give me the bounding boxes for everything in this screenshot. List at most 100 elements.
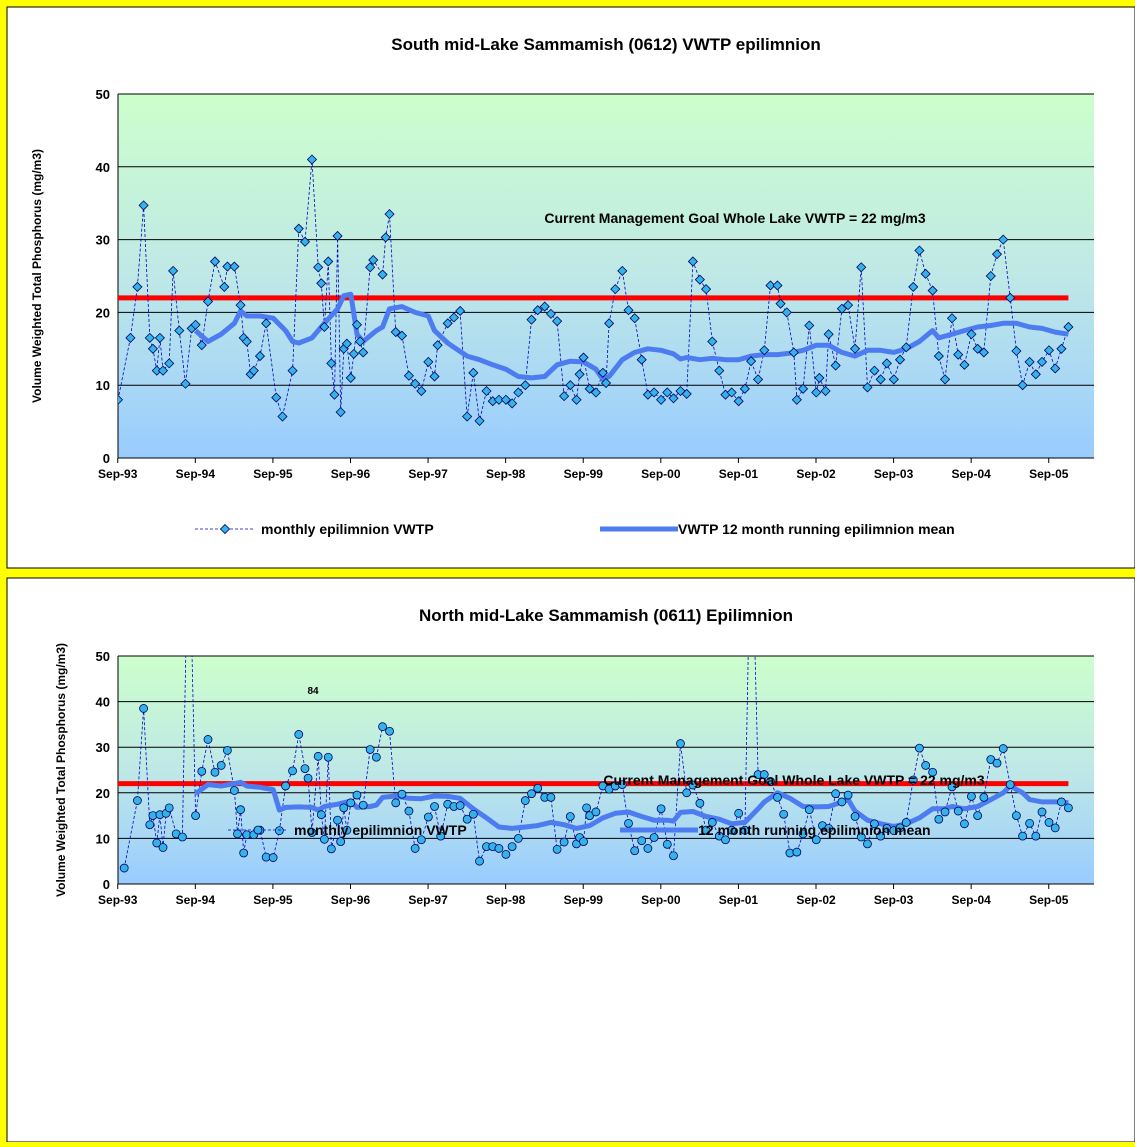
legend: monthly epilimnion VWTP 12 month running … [228, 822, 931, 838]
data-point [164, 358, 175, 369]
data-point [582, 803, 592, 813]
data-point [773, 792, 782, 802]
data-point [397, 789, 407, 799]
plot-area [118, 94, 1094, 458]
data-point [565, 380, 576, 391]
data-point [856, 262, 867, 273]
data-point [119, 863, 129, 873]
data-point [241, 336, 252, 347]
y-tick-label: 50 [96, 649, 110, 664]
y-tick-label: 0 [103, 451, 110, 466]
data-point [610, 284, 621, 295]
data-point [384, 209, 395, 220]
data-point [1050, 823, 1060, 833]
data-point [430, 802, 439, 811]
data-point [820, 385, 831, 397]
data-point [132, 281, 143, 292]
data-point [345, 372, 356, 383]
data-point [688, 780, 698, 790]
data-point [1037, 807, 1047, 817]
data-point [323, 256, 334, 267]
data-point [565, 812, 575, 821]
data-point [856, 832, 866, 842]
data-point [378, 722, 387, 732]
data-point [701, 825, 711, 835]
y-tick-label: 30 [96, 233, 110, 248]
running-mean-line [194, 779, 1069, 831]
data-point [842, 300, 854, 311]
data-point [545, 308, 556, 319]
data-point [152, 838, 162, 848]
data-point [662, 839, 672, 849]
data-point [624, 818, 633, 828]
data-point [138, 200, 149, 211]
data-point [316, 810, 326, 820]
data-point [740, 825, 750, 835]
data-point [429, 371, 440, 382]
data-point [293, 223, 304, 234]
data-point [174, 325, 185, 336]
data-point [274, 826, 284, 836]
data-point [348, 348, 359, 359]
data-point [222, 261, 233, 272]
data-point [998, 744, 1008, 753]
data-point [831, 789, 841, 799]
data-point [144, 332, 155, 343]
data-point [329, 389, 340, 400]
data-point [307, 828, 317, 837]
data-point [1005, 292, 1016, 303]
data-point [617, 780, 627, 789]
data-point [600, 377, 612, 389]
data-point [219, 281, 230, 292]
data-point [636, 354, 647, 365]
data-point [604, 318, 615, 329]
y-axis-label: Volume Weighted Total Phosphorus (mg/m3) [54, 643, 68, 897]
x-tick-label: Sep-04 [951, 467, 991, 481]
data-point [436, 831, 446, 841]
data-point [507, 842, 517, 852]
data-point [432, 340, 443, 351]
data-point [222, 745, 232, 755]
data-point [637, 836, 647, 846]
data-point [746, 356, 757, 367]
data-point [591, 807, 601, 817]
data-point [695, 798, 705, 808]
data-point [590, 387, 601, 398]
data-point [552, 844, 562, 854]
data-point [921, 761, 931, 770]
x-tick-label: Sep-98 [486, 893, 526, 907]
data-point [876, 831, 886, 841]
data-point [197, 766, 207, 776]
data-point [571, 394, 582, 405]
data-point [1018, 831, 1028, 841]
x-tick-label: Sep-99 [564, 467, 604, 481]
data-point [319, 834, 329, 844]
x-tick-label: Sep-00 [641, 893, 681, 907]
data-point [823, 329, 834, 340]
data-point [448, 312, 460, 323]
data-point [629, 313, 640, 324]
x-tick-label: Sep-97 [408, 893, 448, 907]
data-point [118, 394, 124, 405]
data-point [203, 735, 213, 744]
data-point [870, 819, 879, 829]
data-point [287, 365, 298, 376]
data-point [928, 767, 938, 777]
legend: monthly epilimnion VWTP VWTP 12 month run… [195, 521, 955, 537]
data-point [268, 853, 278, 862]
data-point [202, 296, 214, 307]
x-tick-label: Sep-00 [641, 467, 681, 481]
data-point [940, 807, 950, 817]
data-point [766, 777, 775, 786]
data-point [649, 833, 659, 842]
data-point [781, 307, 792, 318]
data-point [574, 369, 585, 380]
data-point [358, 347, 369, 358]
data-point [914, 245, 925, 256]
chart-2: 0 10 20 30 40 50 Sep-93 Sep-94 Sep-95 Sep-96 Sep-9… [6, 577, 1135, 1143]
data-point [939, 374, 951, 385]
data-point [978, 347, 989, 358]
data-point [468, 367, 479, 378]
data-point [481, 385, 492, 397]
